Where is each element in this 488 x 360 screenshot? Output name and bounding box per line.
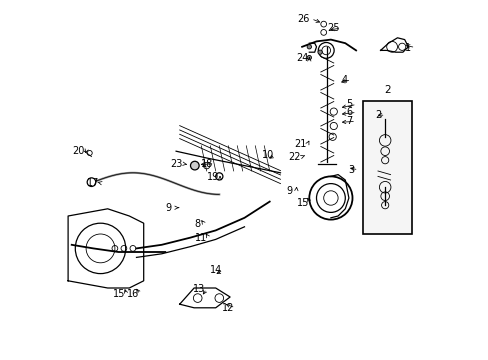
Text: 6: 6 bbox=[346, 107, 352, 117]
Text: 13: 13 bbox=[193, 284, 205, 294]
Text: 3: 3 bbox=[347, 165, 354, 175]
Text: 21: 21 bbox=[293, 139, 306, 149]
Bar bbox=[363, 101, 411, 234]
Text: 7: 7 bbox=[345, 116, 351, 126]
Polygon shape bbox=[309, 43, 316, 52]
Text: 12: 12 bbox=[222, 303, 234, 313]
Text: 2: 2 bbox=[384, 85, 390, 95]
Text: 26: 26 bbox=[297, 14, 309, 24]
Text: 2: 2 bbox=[374, 110, 381, 120]
Polygon shape bbox=[380, 38, 407, 52]
Text: 17: 17 bbox=[87, 178, 99, 188]
Text: 5: 5 bbox=[346, 99, 352, 109]
Circle shape bbox=[306, 45, 311, 49]
Polygon shape bbox=[68, 209, 143, 288]
Text: 9: 9 bbox=[165, 203, 172, 213]
Text: 20: 20 bbox=[73, 146, 85, 156]
Polygon shape bbox=[179, 288, 230, 308]
Text: 19: 19 bbox=[206, 172, 219, 182]
Text: 15: 15 bbox=[296, 198, 309, 208]
Text: 14: 14 bbox=[209, 265, 222, 275]
Circle shape bbox=[306, 55, 311, 60]
Text: 4: 4 bbox=[341, 75, 346, 85]
Text: 1: 1 bbox=[405, 42, 410, 53]
Text: 10: 10 bbox=[261, 150, 273, 160]
Circle shape bbox=[317, 50, 322, 54]
Text: 23: 23 bbox=[169, 159, 182, 169]
Text: 25: 25 bbox=[327, 23, 339, 33]
Polygon shape bbox=[330, 175, 348, 218]
Text: 24: 24 bbox=[295, 53, 307, 63]
Text: 16: 16 bbox=[126, 289, 139, 300]
Text: 18: 18 bbox=[201, 159, 213, 169]
Text: 11: 11 bbox=[195, 233, 207, 243]
Circle shape bbox=[190, 161, 199, 170]
Text: 22: 22 bbox=[288, 152, 301, 162]
Text: 9: 9 bbox=[285, 186, 292, 196]
Text: 8: 8 bbox=[194, 219, 200, 229]
Text: 15: 15 bbox=[113, 289, 125, 300]
Circle shape bbox=[87, 178, 96, 186]
